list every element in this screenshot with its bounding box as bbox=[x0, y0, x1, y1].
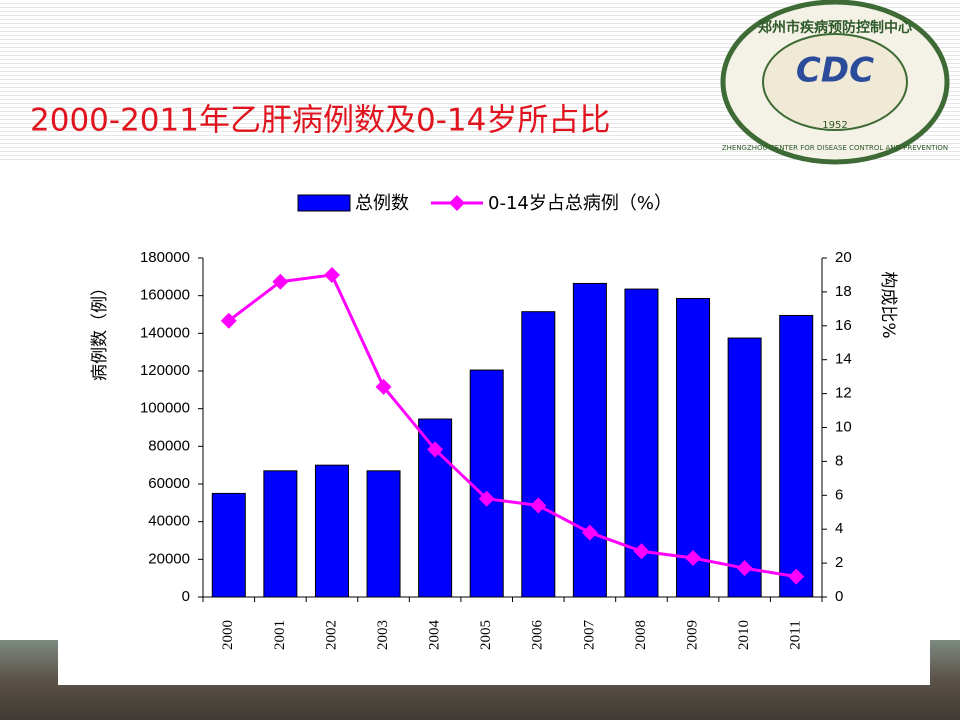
logo-mark: CDC bbox=[796, 51, 874, 91]
x-tick-label: 2009 bbox=[684, 620, 700, 650]
y2-tick-label: 0 bbox=[835, 588, 843, 605]
bar bbox=[779, 314, 814, 598]
y-tick-label: 160000 bbox=[140, 287, 190, 304]
x-tick-label: 2011 bbox=[788, 620, 804, 649]
x-tick-label: 2008 bbox=[633, 620, 649, 650]
logo-year: 1952 bbox=[822, 120, 847, 131]
bar bbox=[366, 470, 401, 598]
y2-axis-label: 构成比% bbox=[878, 271, 898, 338]
legend-label: 0-14岁占总病例（%） bbox=[488, 193, 672, 214]
logo-inner bbox=[762, 33, 908, 131]
bar bbox=[314, 464, 349, 598]
legend: 总例数 0-14岁占总病例（%） bbox=[297, 193, 672, 214]
logo-name: 郑州市疾病预防控制中心 bbox=[758, 19, 912, 36]
y2-tick-label: 18 bbox=[835, 283, 852, 300]
line-marker bbox=[685, 550, 702, 567]
line-marker bbox=[581, 524, 598, 541]
y-tick-label: 20000 bbox=[148, 550, 190, 567]
y-axis-label: 病例数（例） bbox=[90, 279, 110, 381]
bar bbox=[263, 470, 298, 598]
x-tick-label: 2001 bbox=[272, 620, 288, 650]
line-marker bbox=[220, 312, 237, 329]
bar bbox=[676, 297, 711, 598]
bar bbox=[572, 282, 607, 598]
chart-title: 2000-2011年乙肝病例数及0-14岁所占比 bbox=[30, 103, 610, 139]
line-marker bbox=[633, 543, 650, 560]
bar bbox=[521, 311, 556, 598]
line-marker bbox=[530, 497, 547, 514]
bar bbox=[211, 492, 246, 598]
line-marker bbox=[427, 441, 444, 458]
x-tick-label: 2000 bbox=[220, 620, 236, 650]
line-marker bbox=[272, 273, 289, 290]
legend-label: 总例数 bbox=[355, 193, 409, 214]
x-tick-label: 2005 bbox=[478, 620, 494, 650]
y-tick-label: 0 bbox=[182, 588, 190, 605]
legend-marker bbox=[449, 195, 465, 211]
y2-tick-label: 4 bbox=[835, 520, 843, 537]
logo-english: ZHENGZHOU CENTER FOR DISEASE CONTROL AND… bbox=[722, 144, 948, 152]
line-marker bbox=[323, 266, 340, 283]
y2-tick-label: 14 bbox=[835, 351, 852, 368]
y2-tick-label: 12 bbox=[835, 385, 852, 402]
x-tick-label: 2002 bbox=[323, 620, 339, 650]
y-tick-label: 140000 bbox=[140, 324, 190, 341]
y-tick-label: 180000 bbox=[140, 249, 190, 266]
line-marker bbox=[788, 568, 805, 585]
y-tick-label: 100000 bbox=[140, 400, 190, 417]
bar bbox=[418, 418, 453, 598]
line bbox=[227, 273, 797, 579]
y-tick-label: 80000 bbox=[148, 437, 190, 454]
line-marker bbox=[736, 560, 753, 577]
y2-tick-label: 20 bbox=[835, 249, 852, 266]
y2-tick-label: 6 bbox=[835, 486, 843, 503]
y2-tick-label: 2 bbox=[835, 554, 843, 571]
logo: 郑州市疾病预防控制中心 CDC 1952 ZHENGZHOU CENTER FO… bbox=[720, 0, 950, 165]
y-tick-label: 60000 bbox=[148, 475, 190, 492]
bar bbox=[727, 337, 762, 598]
line-marker bbox=[375, 378, 392, 395]
x-tick-label: 2004 bbox=[427, 620, 443, 651]
y2-tick-label: 16 bbox=[835, 317, 852, 334]
x-tick-label: 2010 bbox=[736, 620, 752, 650]
y-tick-label: 120000 bbox=[140, 362, 190, 379]
x-tick-label: 2007 bbox=[581, 620, 597, 651]
y2-tick-label: 10 bbox=[835, 418, 852, 435]
x-tick-label: 2003 bbox=[375, 620, 391, 650]
bar bbox=[469, 369, 504, 598]
y2-tick-label: 8 bbox=[835, 452, 843, 469]
legend-swatch bbox=[297, 194, 351, 212]
line-marker bbox=[478, 490, 495, 507]
y-tick-label: 40000 bbox=[148, 513, 190, 530]
x-tick-label: 2006 bbox=[530, 620, 546, 651]
